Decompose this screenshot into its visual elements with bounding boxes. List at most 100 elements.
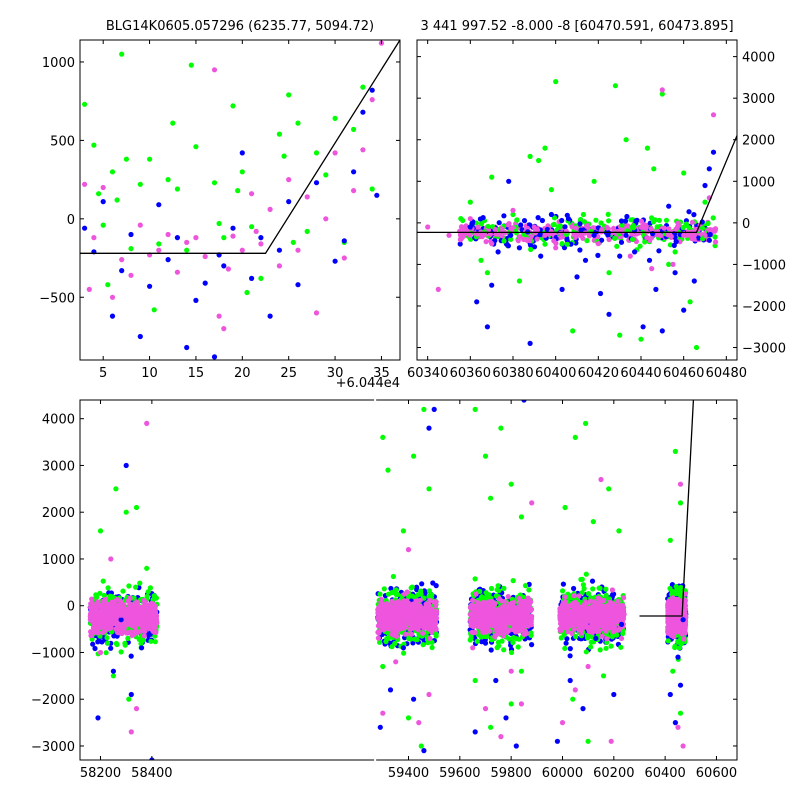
data-point-pink xyxy=(712,227,718,233)
data-point-green xyxy=(542,145,548,151)
data-point-green xyxy=(221,235,227,241)
data-point-pink xyxy=(276,263,282,269)
data-point-blue xyxy=(656,248,662,254)
data-point-pink xyxy=(304,194,310,200)
data-point-pink xyxy=(661,225,667,231)
data-point-green xyxy=(605,211,611,217)
data-point-green xyxy=(174,186,180,192)
data-point-green xyxy=(460,217,466,224)
data-point-green xyxy=(536,157,542,164)
data-point-pink xyxy=(134,599,140,605)
data-point-green xyxy=(510,211,516,218)
data-point-green xyxy=(584,238,590,244)
data-point-pink xyxy=(427,597,433,603)
data-point-pink xyxy=(351,188,357,194)
data-point-pink xyxy=(510,207,516,213)
data-point-pink xyxy=(710,112,717,118)
data-point-green xyxy=(477,588,483,595)
data-point-blue xyxy=(258,235,264,241)
data-point-green xyxy=(389,644,395,650)
data-point-pink xyxy=(713,239,719,245)
data-point-green xyxy=(103,650,109,656)
data-point-pink xyxy=(118,598,124,604)
data-point-green xyxy=(581,585,587,592)
data-point-pink xyxy=(116,608,123,614)
data-point-pink xyxy=(341,255,347,261)
data-point-green xyxy=(100,578,106,584)
data-point-green xyxy=(433,631,439,637)
data-point-blue xyxy=(559,286,565,292)
data-point-green xyxy=(478,221,485,227)
data-point-pink xyxy=(152,603,158,610)
data-point-green xyxy=(564,241,570,247)
data-point-blue xyxy=(374,192,380,198)
data-point-pink xyxy=(625,223,631,229)
data-point-pink xyxy=(477,603,483,610)
panel-top-left: BLG14K0605.057296 (6235.77, 5094.72) +6.… xyxy=(39,19,401,391)
data-point-pink xyxy=(88,633,94,639)
data-point-pink xyxy=(121,625,127,631)
data-point-pink xyxy=(479,626,485,632)
data-point-pink xyxy=(599,227,605,233)
data-point-pink xyxy=(375,635,381,641)
data-point-green xyxy=(381,586,387,592)
data-point-pink xyxy=(94,608,100,614)
data-point-pink xyxy=(510,620,516,627)
data-point-pink xyxy=(396,615,402,621)
x-tick-label: 60460 xyxy=(663,366,704,381)
data-point-green xyxy=(666,261,672,267)
data-point-green xyxy=(501,647,507,653)
data-point-pink xyxy=(89,605,95,611)
data-point-green xyxy=(91,142,97,148)
data-point-blue xyxy=(422,589,428,596)
data-point-green xyxy=(585,591,592,597)
data-point-green xyxy=(156,241,162,247)
data-point-pink xyxy=(156,247,162,253)
data-point-pink xyxy=(478,232,484,238)
data-point-pink xyxy=(433,614,439,620)
data-point-pink xyxy=(657,233,664,239)
data-point-blue xyxy=(495,249,501,255)
data-point-green xyxy=(408,585,414,591)
data-point-blue xyxy=(578,227,584,233)
data-point-green xyxy=(360,84,366,90)
y-tick-label: −1000 xyxy=(742,258,786,273)
data-point-blue xyxy=(599,237,605,243)
data-point-green xyxy=(557,223,564,229)
data-point-green xyxy=(513,228,519,234)
data-point-green xyxy=(472,576,478,582)
data-point-blue xyxy=(193,297,199,303)
data-point-pink xyxy=(409,603,415,609)
data-point-blue xyxy=(516,245,523,251)
data-point-green xyxy=(710,215,716,221)
data-point-green xyxy=(603,586,609,592)
data-point-pink xyxy=(139,613,145,619)
data-point-pink xyxy=(472,629,478,636)
data-point-green xyxy=(137,580,143,586)
data-point-blue xyxy=(496,220,502,226)
data-point-blue xyxy=(527,340,533,346)
data-point-pink xyxy=(94,599,101,605)
data-point-blue xyxy=(595,252,601,258)
data-point-pink xyxy=(98,620,104,626)
data-point-green xyxy=(651,166,657,172)
data-point-green xyxy=(686,225,692,231)
data-point-blue xyxy=(419,581,425,587)
data-point-pink xyxy=(149,607,155,613)
data-point-green xyxy=(588,228,594,234)
data-point-pink xyxy=(253,228,259,234)
data-point-green xyxy=(591,178,597,184)
data-point-blue xyxy=(559,217,565,224)
data-point-blue xyxy=(544,226,551,233)
data-point-blue xyxy=(538,253,544,259)
data-point-pink xyxy=(681,232,687,238)
y-tick-label: −2000 xyxy=(742,300,786,315)
data-point-green xyxy=(548,187,555,193)
x-tick-label: 60360 xyxy=(450,366,491,381)
data-point-pink xyxy=(393,633,399,640)
data-point-green xyxy=(276,131,282,137)
data-point-green xyxy=(638,336,644,342)
data-point-pink xyxy=(633,238,640,245)
data-point-green xyxy=(429,644,435,651)
